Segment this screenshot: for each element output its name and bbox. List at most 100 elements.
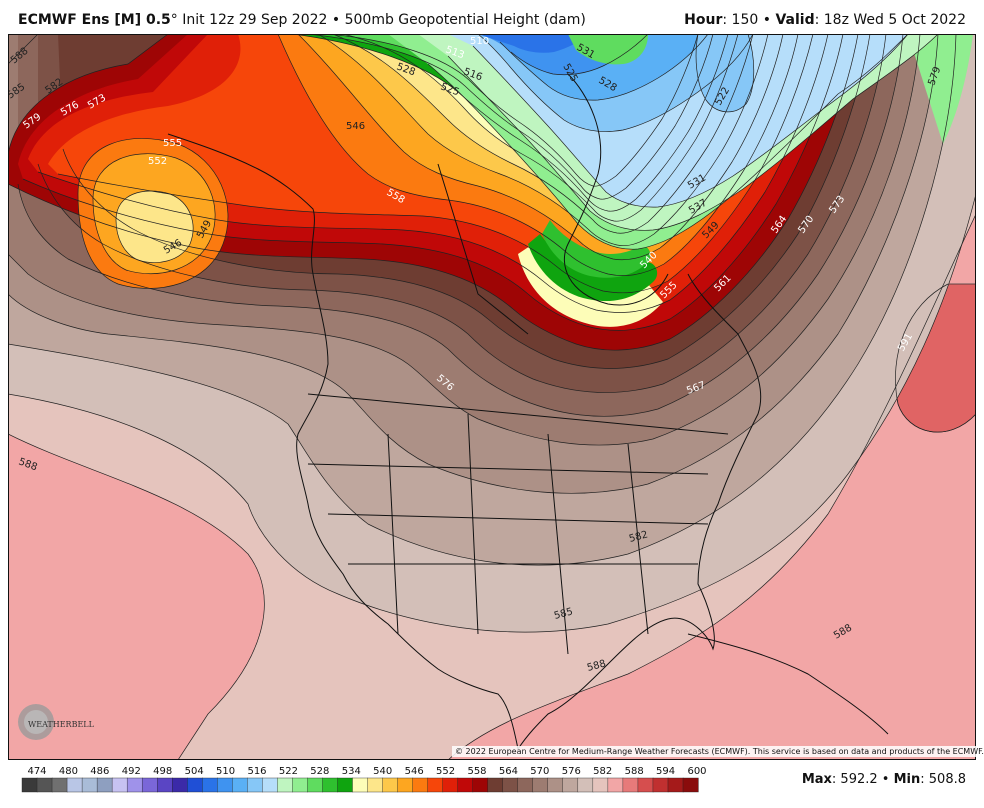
coastlines-and-borders (167, 73, 889, 750)
weatherbell-logo-mark: WEATHERBELL (18, 704, 95, 740)
band-540-trough-base (518, 244, 663, 327)
colorbar-cell (652, 777, 669, 793)
contour-line-558 (37, 34, 829, 313)
contour-line-573 (17, 34, 904, 417)
colorbar-cell (472, 777, 489, 793)
hudson-bay-coastline (563, 73, 669, 306)
colorbar-cell (262, 777, 278, 793)
colorbar-label: 516 (247, 766, 266, 777)
hour-label: Hour (684, 12, 723, 28)
colorbar-label: 570 (530, 766, 549, 777)
contour-line-564 (8, 34, 859, 351)
colorbar-label: 510 (216, 766, 235, 777)
map-panel: 588 585 582 576 573 579 555 552 546 549 … (8, 34, 976, 760)
contour-line-588-corner (8, 34, 39, 65)
contour-line-576 (8, 34, 921, 446)
band-537-trough-green (528, 234, 658, 302)
band-507-510 (478, 34, 588, 53)
band-588-east (448, 214, 976, 760)
colorbar-label: 522 (279, 766, 298, 777)
map-frame (8, 34, 976, 760)
max-label: Max (801, 772, 832, 787)
stats-separator: • (881, 772, 890, 787)
band-543-546-cutoff-low (116, 191, 194, 263)
colorbar-cell (292, 777, 309, 793)
colorbar-label: 498 (153, 766, 172, 777)
colorbar-cell (457, 777, 474, 793)
contour-line-549 (297, 34, 784, 261)
colorbar-label: 564 (499, 766, 518, 777)
colorbar-cell (412, 777, 429, 793)
colorbar-label: 558 (467, 766, 486, 777)
degree-symbol: ° (170, 12, 178, 28)
colorbar-cell (682, 777, 699, 793)
contour-line-561-northwest (8, 34, 169, 155)
contour-line-588-east (447, 213, 976, 760)
title-separator: • (331, 12, 341, 28)
contour-label: 588 (586, 658, 607, 674)
east-gulf-coastline (517, 273, 762, 750)
model-name: ECMWF Ens [M] 0.5 (18, 12, 171, 28)
colorbar-cell (36, 777, 53, 793)
west-coastline (167, 133, 519, 750)
contour-line-546-cutoff (115, 190, 194, 263)
state-border-row-2 (327, 513, 709, 525)
colorbar-label: 474 (27, 766, 46, 777)
colorbar-cell (51, 777, 68, 793)
state-border-row-1 (307, 463, 709, 475)
contour-line-525 (447, 34, 939, 231)
colorbar-label: 576 (562, 766, 581, 777)
colorbar-label: 534 (342, 766, 361, 777)
colorbar-cell (607, 777, 624, 793)
contour-line-579 (8, 34, 939, 494)
colorbar-cell (172, 777, 188, 793)
contour-label: 546 (346, 121, 365, 132)
colorbar-cell (232, 777, 248, 793)
colorbar-cell (577, 777, 594, 793)
colorbar-cell (66, 777, 83, 793)
colorbar-cell (442, 777, 459, 793)
province-border-west (437, 163, 529, 335)
colorbar-cell (532, 777, 549, 793)
map-title: ECMWF Ens [M] 0.5° Init 12z 29 Sep 2022 … (18, 12, 586, 28)
colorbar-label: 480 (59, 766, 78, 777)
state-border-col-4 (627, 443, 649, 635)
colorbar-cell (322, 777, 339, 793)
colorbar-cell (202, 777, 218, 793)
colorbar-labels: 474 480 486 492 498 504 510 516 522 528 534 540 546 5… (27, 766, 706, 777)
state-border-col-3 (547, 433, 569, 655)
contour-line-552 (277, 34, 799, 276)
contour-line-561 (22, 34, 844, 331)
colorbar-cell (81, 777, 98, 793)
contour-line-591 (895, 283, 976, 433)
contour-label: 555 (163, 138, 182, 149)
contour-line-567 (62, 34, 871, 369)
colorbar-cell (247, 777, 263, 793)
contour-line-537 (292, 34, 729, 212)
colorbar-cell (367, 777, 384, 793)
height-field-map: 588 585 582 576 573 579 555 552 546 549 … (8, 34, 976, 760)
colorbar-cell (487, 777, 504, 793)
min-value: : 508.8 (920, 772, 966, 787)
contour-label: 510 (470, 36, 489, 47)
colorbar-cell (397, 777, 414, 793)
contour-line-555 (57, 34, 814, 294)
colorbar-cell (517, 777, 534, 793)
contour-line-540 (342, 34, 739, 222)
hour-value: : 150 (722, 12, 759, 28)
colorbar-label: 588 (625, 766, 644, 777)
colorbar-cell (427, 777, 444, 793)
colorbar-cell (187, 777, 203, 793)
contour-line-546 (317, 34, 769, 247)
colorbar-cell (352, 777, 369, 793)
weatherbell-logo: WEATHERBELL (12, 700, 98, 744)
band-588-west (8, 434, 265, 760)
forecast-valid-time: Hour: 150 • Valid: 18z Wed 5 Oct 2022 (684, 12, 966, 28)
contour-line-588-west (8, 433, 265, 760)
colorbar-cell (547, 777, 564, 793)
contour-line-522 (472, 34, 909, 208)
colorbar-cell (96, 777, 113, 793)
max-value: : 592.2 (831, 772, 878, 787)
colorbar-cell (637, 777, 654, 793)
contour-line-585 (8, 193, 976, 633)
